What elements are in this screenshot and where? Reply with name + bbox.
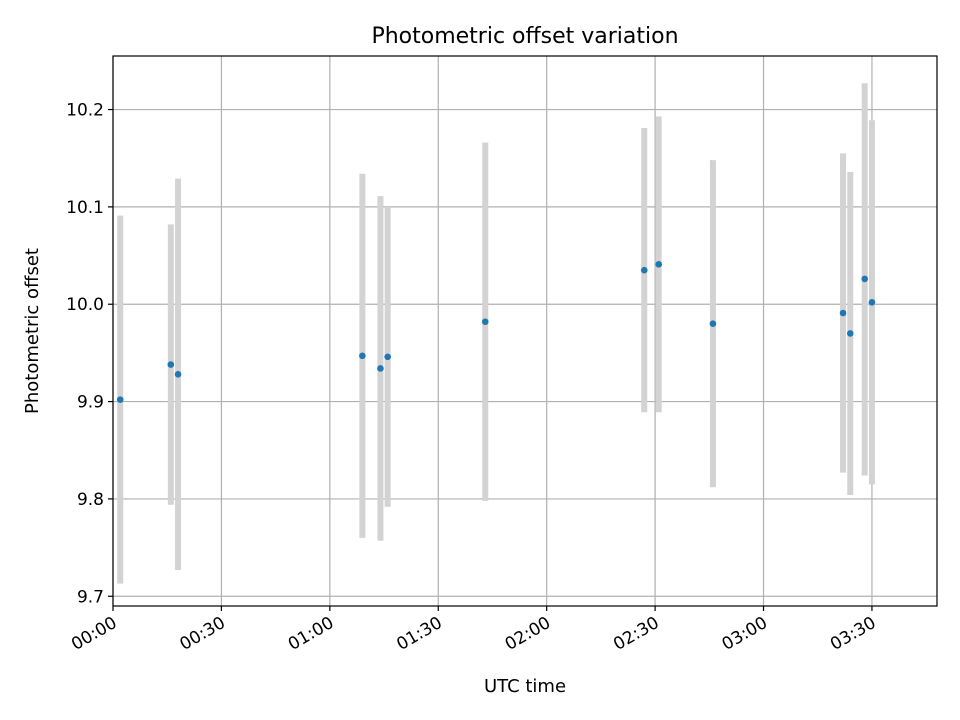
y-tick-label: 9.8 (77, 490, 104, 510)
data-point (655, 261, 663, 268)
data-point (861, 275, 869, 283)
y-tick-label: 9.7 (77, 587, 104, 607)
y-axis-label: Photometric offset (22, 248, 43, 414)
y-tick-label: 10.1 (66, 198, 104, 218)
data-point (846, 330, 854, 337)
data-point (709, 320, 717, 327)
data-point (640, 266, 648, 274)
x-axis-label: UTC time (484, 676, 566, 697)
y-tick-label: 10.2 (66, 101, 104, 121)
y-tick-label: 9.9 (77, 393, 104, 413)
chart-title: Photometric offset variation (371, 24, 678, 49)
data-point (384, 353, 391, 361)
data-point (116, 396, 124, 403)
data-point (868, 298, 876, 306)
y-axis-ticks: 9.7 9.8 9.9 10.0 10.1 10.2 (66, 101, 113, 607)
plot-frame (112, 55, 938, 607)
data-point (167, 361, 175, 368)
data-point (377, 365, 384, 372)
data-points (116, 261, 876, 403)
grid (112, 56, 937, 606)
data-point (359, 352, 366, 360)
data-point (174, 371, 182, 378)
y-tick-label: 10.0 (66, 295, 104, 315)
data-point (481, 318, 489, 326)
data-point (839, 309, 847, 317)
